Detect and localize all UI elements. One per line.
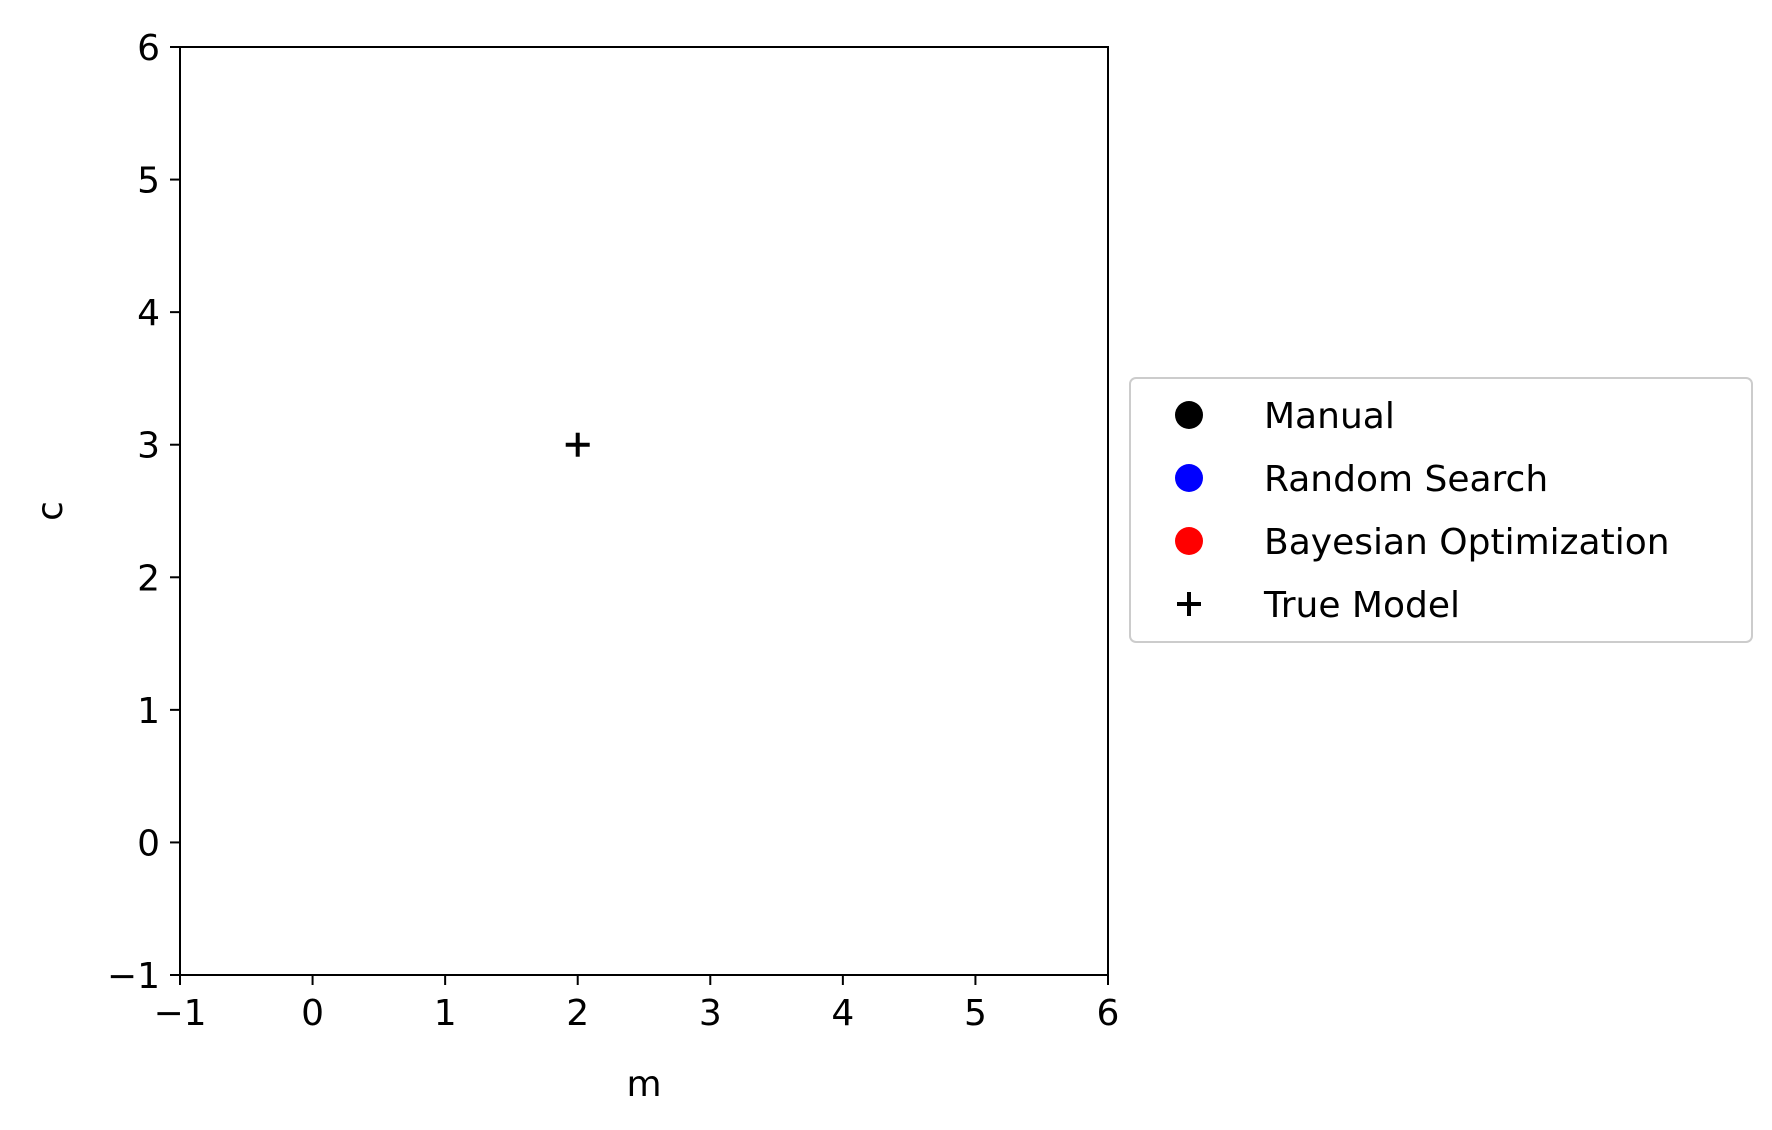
- data-point-true-model: [565, 432, 590, 457]
- x-tick-label: 3: [699, 993, 722, 1034]
- x-tick-label: 2: [566, 993, 589, 1034]
- y-tick-label: 1: [137, 691, 160, 732]
- y-tick-label: 3: [137, 426, 160, 467]
- y-tick-label: 4: [137, 293, 160, 334]
- legend-frame: [1129, 377, 1753, 643]
- legend-entries: Manual Random Search Bayesian Optimization…: [1175, 396, 1670, 626]
- x-tick-label: 1: [434, 993, 457, 1034]
- legend-label: Random Search: [1264, 459, 1548, 500]
- legend-label: Manual: [1264, 396, 1395, 437]
- x-tick-label: 5: [964, 993, 987, 1034]
- x-tick-label: −1: [153, 993, 206, 1034]
- x-tick-label: 6: [1097, 993, 1120, 1034]
- legend-label: True Model: [1263, 585, 1460, 626]
- legend: Manual Random Search Bayesian Optimization…: [1129, 377, 1753, 643]
- y-tick-label: −1: [107, 956, 160, 997]
- x-tick-label: 0: [301, 993, 324, 1034]
- legend-circle-marker: [1175, 401, 1203, 429]
- data-points: [565, 432, 590, 457]
- y-tick-label: 6: [137, 28, 160, 69]
- y-tick-label: 5: [137, 161, 160, 202]
- x-tick-label: 4: [831, 993, 854, 1034]
- y-axis-ticks: −1 0 1 2 3 4 5 6: [107, 28, 180, 997]
- x-axis-ticks: −1 0 1 2 3 4 5 6: [153, 975, 1119, 1034]
- y-axis-label: c: [30, 501, 71, 521]
- legend-plus-marker: [1177, 592, 1201, 616]
- y-tick-label: 0: [137, 823, 160, 864]
- legend-circle-marker: [1175, 527, 1203, 555]
- legend-circle-marker: [1175, 464, 1203, 492]
- legend-label: Bayesian Optimization: [1264, 522, 1670, 563]
- y-tick-label: 2: [137, 558, 160, 599]
- plot-frame: [179, 46, 1109, 976]
- x-axis-label: m: [626, 1064, 661, 1105]
- plot-area: [180, 47, 1108, 975]
